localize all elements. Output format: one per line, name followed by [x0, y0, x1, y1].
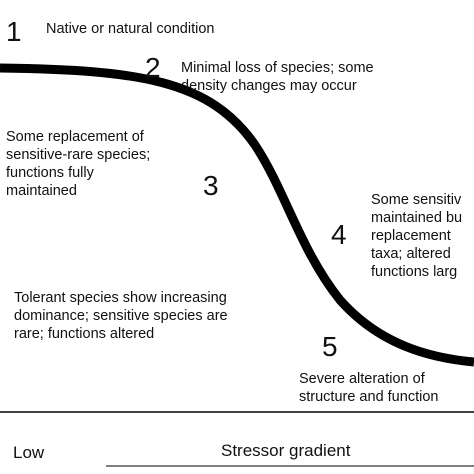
tier-5-description: Tolerant species show increasing dominan…	[14, 289, 228, 343]
tier-4-line: maintained bu	[371, 210, 463, 226]
tier-6-line: Severe alteration of	[299, 371, 425, 387]
tier-3-line: maintained	[6, 183, 77, 199]
tier-2-line: Minimal loss of species; some	[181, 60, 374, 76]
tier-3-line: functions fully	[6, 165, 94, 181]
tier-1-line: Native or natural condition	[46, 21, 215, 37]
tier-6-description: Severe alteration of structure and funct…	[299, 370, 438, 406]
condition-response-curve	[0, 63, 474, 367]
axis-low-label: Low	[13, 443, 45, 462]
tier-6-line: structure and function	[299, 389, 439, 405]
stressor-gradient-label: Stressor gradient	[221, 441, 351, 460]
tier-3-line: sensitive-rare species;	[6, 147, 151, 163]
tier-4-line: replacement	[371, 228, 451, 244]
tier-3-description: Some replacement of sensitive-rare speci…	[6, 128, 150, 200]
tier-3-number: 3	[203, 170, 219, 201]
tier-2-description: Minimal loss of species; some density ch…	[181, 59, 374, 95]
tier-5-line: dominance; sensitive species are	[14, 308, 228, 324]
tier-1-description: Native or natural condition	[46, 20, 214, 38]
tier-4-line: taxa; altered	[371, 246, 451, 262]
tier-4-line: Some sensitiv	[371, 192, 462, 208]
tier-5-line: rare; functions altered	[14, 326, 155, 342]
tier-4-number: 4	[331, 219, 347, 250]
tier-2-line: density changes may occur	[181, 78, 357, 94]
tier-5-number: 5	[322, 331, 338, 362]
tier-4-description: Some sensitiv maintained bu replacement …	[371, 191, 462, 281]
tier-5-line: Tolerant species show increasing	[14, 290, 227, 306]
tier-3-line: Some replacement of	[6, 129, 144, 145]
tier-1-number: 1	[6, 16, 22, 47]
tier-4-line: functions larg	[371, 264, 458, 280]
tier-2-number: 2	[145, 52, 161, 83]
